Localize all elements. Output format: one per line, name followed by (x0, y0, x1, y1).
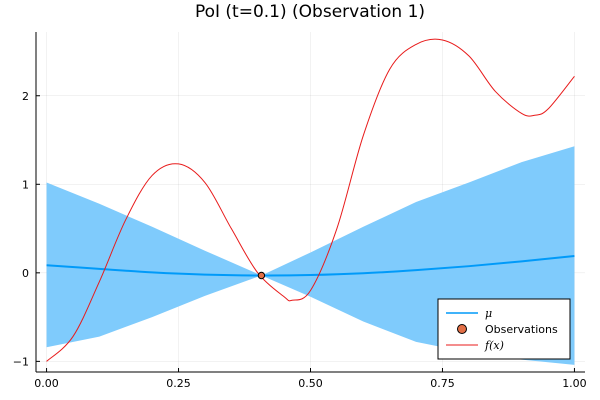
x-tick-label: 0.50 (298, 377, 323, 390)
legend-label-mu: μ (485, 307, 492, 320)
x-tick-label: 0.25 (166, 377, 191, 390)
y-tick-label: 0 (22, 267, 29, 280)
chart-title: PoI (t=0.1) (Observation 1) (195, 2, 425, 22)
y-tick-label: −1 (13, 355, 29, 368)
legend: μ Observations f(x) (437, 298, 571, 360)
y-axis-ticks: −1 0 1 2 (13, 90, 40, 368)
fx-line (46, 38, 575, 362)
observation-layer (257, 271, 266, 280)
x-tick-label: 0.75 (430, 377, 455, 390)
y-tick-label: 2 (22, 90, 29, 103)
y-tick-label: 1 (22, 178, 29, 191)
confidence-band-left (46, 182, 262, 348)
legend-label-observations: Observations (485, 323, 558, 336)
x-tick-label: 1.00 (562, 377, 587, 390)
legend-swatch-observations (457, 324, 467, 334)
x-axis-ticks: 0.00 0.25 0.50 0.75 1.00 (34, 368, 587, 390)
x-tick-label: 0.00 (34, 377, 59, 390)
legend-label-fx: f(x) (484, 339, 504, 352)
observation-point (257, 271, 266, 280)
line-layer (46, 38, 575, 362)
mu-line (46, 255, 575, 277)
